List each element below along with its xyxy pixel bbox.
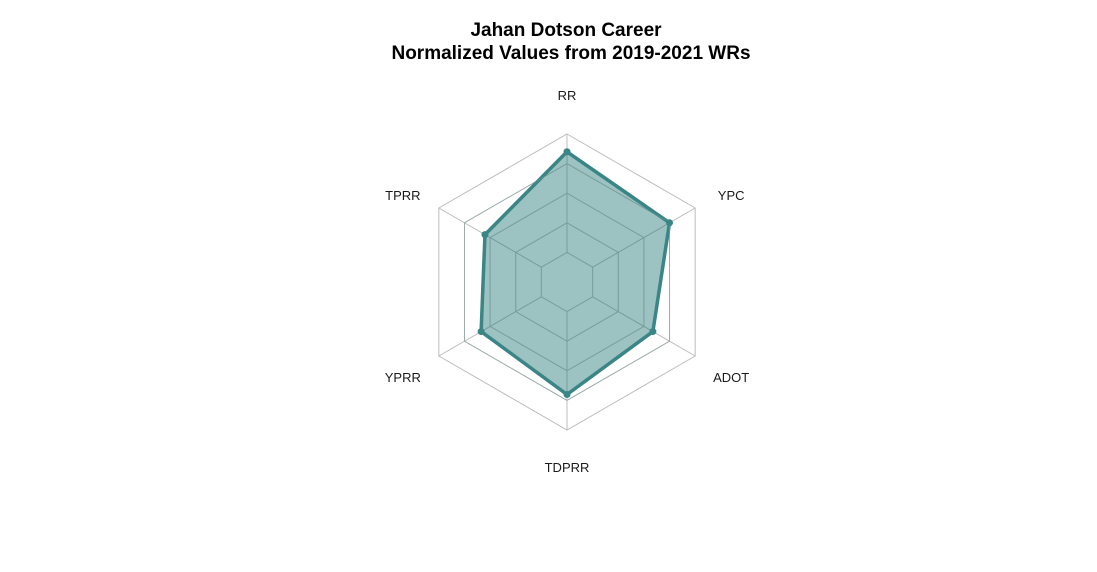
data-point-adot bbox=[649, 328, 657, 336]
axis-label-yprr: YPRR bbox=[385, 370, 421, 385]
inner-spoke-5 bbox=[484, 234, 542, 268]
data-point-tdprr bbox=[563, 390, 571, 398]
chart-title: Jahan Dotson Career bbox=[470, 20, 662, 41]
data-point-tprr bbox=[481, 231, 489, 239]
chart-subtitle: Normalized Values from 2019-2021 WRs bbox=[391, 43, 750, 64]
inner-spoke-4 bbox=[480, 296, 542, 332]
axis-label-ypc: YPC bbox=[718, 188, 745, 203]
axis-label-rr: RR bbox=[558, 88, 577, 103]
axis-label-tdprr: TDPRR bbox=[545, 460, 590, 475]
axis-label-tprr: TPRR bbox=[385, 188, 420, 203]
data-point-ypc bbox=[666, 219, 674, 227]
inner-spoke-1 bbox=[592, 222, 670, 268]
data-point-rr bbox=[563, 148, 571, 156]
inner-spoke-2 bbox=[592, 296, 654, 332]
axis-labels: RR YPC ADOT TDPRR YPRR TPRR bbox=[385, 88, 750, 475]
radar-series bbox=[464, 148, 674, 401]
axis-label-adot: ADOT bbox=[713, 370, 749, 385]
data-point-yprr bbox=[477, 328, 485, 336]
